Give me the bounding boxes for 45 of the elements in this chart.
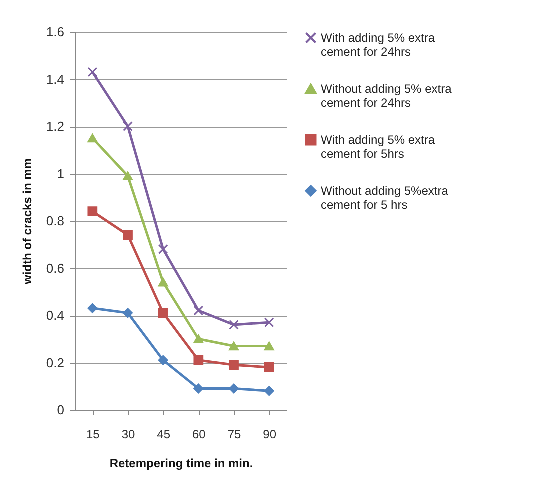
y-tick-label: 1 — [57, 166, 64, 182]
x-tick-label: 75 — [228, 428, 242, 442]
x-tick-label: 60 — [192, 428, 206, 442]
point — [88, 67, 98, 78]
legend-label: Without adding 5%extra cement for 5 hrs — [321, 184, 449, 212]
legend-label: With adding 5% extra cement for 5hrs — [321, 133, 436, 161]
y-tick-label: 0 — [57, 402, 64, 418]
y-tick-label: 0.4 — [46, 308, 64, 323]
x-axis-title: Retempering time in min. — [110, 456, 254, 470]
x-tick-label: 30 — [122, 428, 136, 442]
x-tick-label: 45 — [157, 428, 171, 442]
y-tick-label: 1.4 — [46, 72, 64, 87]
point — [123, 172, 133, 180]
point — [158, 278, 168, 287]
y-tick-label: 0.6 — [46, 260, 64, 276]
x-tick-label: 15 — [86, 428, 100, 442]
point — [229, 342, 239, 351]
legend-label: Without adding 5% extra cement for 24hrs — [321, 82, 452, 110]
y-tick-label: 0.2 — [46, 355, 64, 370]
point — [264, 318, 274, 328]
y-axis-title: width of cracks in mm — [20, 158, 34, 286]
point — [264, 342, 274, 351]
point — [229, 360, 239, 370]
x-tick-label: 90 — [263, 428, 277, 442]
legend-label: With adding 5% extra cement for 24hrs — [321, 31, 436, 59]
point — [194, 306, 204, 316]
point — [123, 230, 133, 240]
point — [88, 206, 98, 216]
point — [229, 320, 239, 330]
y-tick-label: 1.2 — [46, 119, 64, 134]
point — [88, 134, 98, 143]
point — [194, 334, 204, 344]
point — [158, 355, 168, 366]
point — [88, 303, 98, 314]
point — [194, 384, 204, 394]
point — [158, 244, 168, 254]
point — [123, 122, 133, 132]
point — [194, 355, 204, 366]
point — [229, 384, 239, 394]
point — [264, 362, 274, 372]
point — [264, 386, 274, 396]
y-tick-label: 1.6 — [46, 24, 64, 40]
point — [158, 308, 168, 318]
point — [123, 308, 133, 318]
y-tick-label: 0.8 — [46, 214, 64, 228]
